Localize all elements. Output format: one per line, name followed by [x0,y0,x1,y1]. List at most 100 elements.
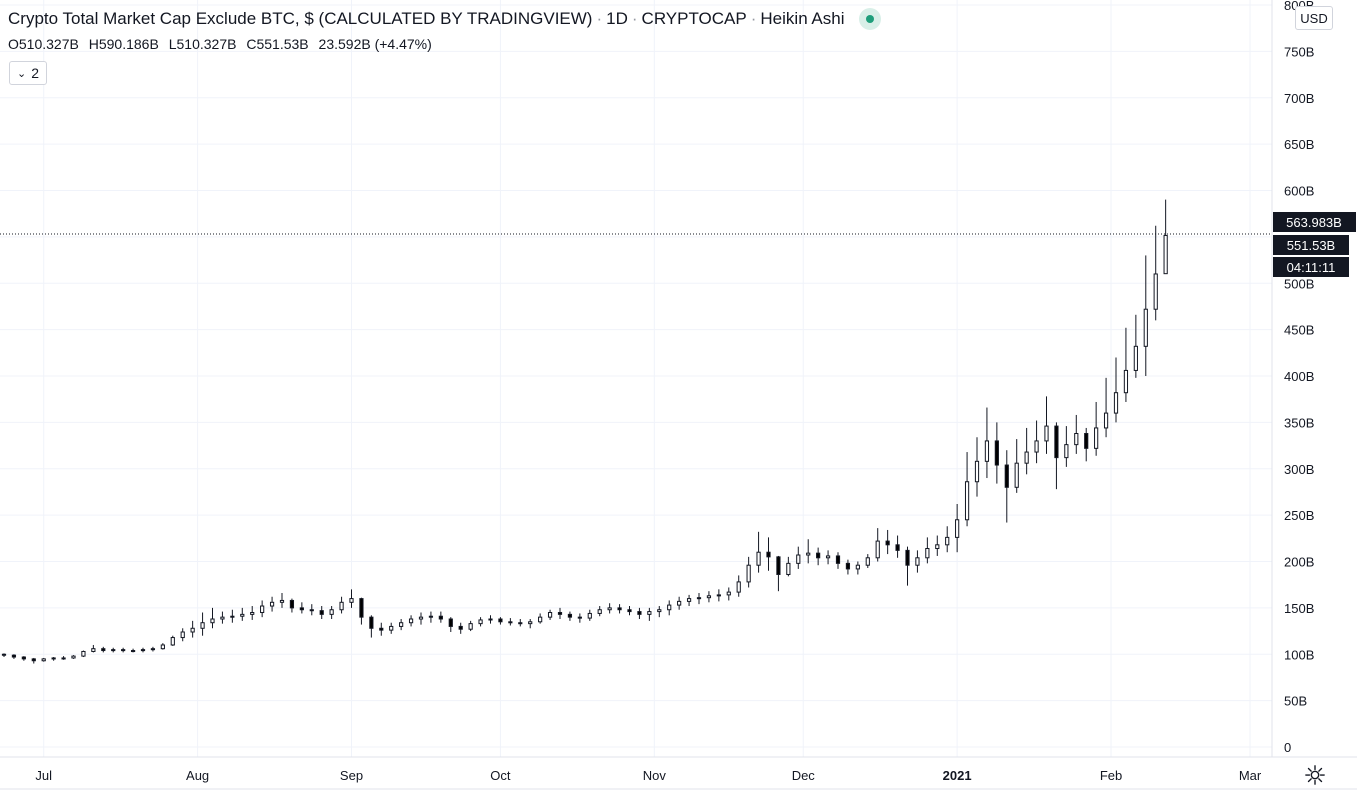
candle [508,618,513,626]
candle [1074,414,1079,454]
candle [1044,396,1049,454]
time-axis: Jul Aug Sep Oct Nov Dec 2021 Feb Mar [35,768,1261,783]
candle [190,620,195,638]
candle [309,604,314,616]
candle [319,606,324,620]
candle-body [925,548,930,559]
candle-body [170,637,175,646]
candle [756,531,761,573]
candle [945,526,950,553]
exchange-label[interactable]: CRYPTOCAP [641,9,747,28]
candle [1094,401,1099,456]
candle-body [746,564,751,583]
candle-body [825,555,831,559]
candle [478,617,483,627]
candle [458,622,463,634]
candle [696,593,702,605]
x-tick-label: Feb [1100,768,1122,783]
candle-body [686,598,692,602]
x-tick-label: Jul [35,768,52,783]
candle-body [428,615,434,618]
candle [974,437,980,497]
candle-body [984,440,990,462]
candle [349,589,354,608]
candle-body [190,627,195,633]
candle [766,537,771,571]
candle [657,606,662,618]
candle [955,503,960,553]
candle-body [528,621,533,625]
price-tags: 563.983B 551.53B 04:11:11 [1273,212,1356,277]
candle [230,609,235,623]
candle-body [895,544,900,551]
gear-icon[interactable] [1304,764,1326,786]
candle-body [627,609,632,613]
indicators-toggle-button[interactable]: ⌄ 2 [9,61,47,85]
chart-style-label[interactable]: Heikin Ashi [760,9,845,28]
candle [150,646,156,652]
candle [130,648,136,653]
y-tick-label: 700B [1284,91,1314,106]
candle-body [111,649,116,652]
candle [41,657,46,662]
candle [518,619,523,627]
currency-button[interactable]: USD [1295,6,1333,30]
candle [528,619,533,629]
candle [81,650,86,658]
candle [1034,420,1039,464]
symbol-title[interactable]: Crypto Total Market Cap Exclude BTC, $ (… [8,9,593,28]
candle-body [905,549,910,566]
low-value: 510.327B [176,36,237,52]
candle-body [955,519,960,538]
candle [220,611,225,624]
chart-title-row: Crypto Total Market Cap Exclude BTC, $ (… [8,8,881,30]
candle-body [1143,308,1148,347]
candle-body [399,622,404,627]
candle [121,647,126,653]
candle [71,655,76,659]
price-axis: 0 50B 100B 150B 200B 250B 300B 350B 400B 450B 500B… [1284,0,1314,755]
candle-body [1024,451,1029,464]
candle [796,546,801,569]
candle [746,556,751,588]
candle [1014,439,1019,493]
candle-body [478,619,483,625]
candle [269,596,275,612]
candle-body [379,627,384,631]
candle [776,555,781,592]
candle [339,596,344,614]
countdown-tag-bg [1273,257,1349,277]
candle [617,604,622,614]
y-tick-label: 150B [1284,601,1314,616]
candle [736,575,741,597]
candle-body [160,644,165,650]
chart-grid [0,0,1272,757]
candle [21,656,26,661]
candle-body [974,460,980,483]
title-separator: · [596,9,603,28]
candle [547,609,553,620]
upper-price-tag: 563.983B [1286,215,1342,230]
market-status-icon[interactable] [858,8,881,30]
candle-body [468,623,473,630]
candle-body [11,654,17,658]
candle [984,407,990,479]
low-key: L [168,36,177,52]
candle-body [1004,464,1009,488]
candle [1123,327,1129,402]
candle-body [458,625,463,630]
candle-body [607,607,612,611]
candle-body [637,611,642,615]
candle [1133,314,1138,378]
high-value: 590.186B [98,36,159,52]
y-tick-label: 400B [1284,369,1314,384]
candle-body [518,622,523,625]
candle-body [438,615,443,620]
candle [647,607,652,621]
interval-label[interactable]: 1D [606,9,628,28]
candle [180,628,185,642]
candle-body [31,658,36,662]
candle-body [81,650,86,657]
candle [895,535,900,558]
